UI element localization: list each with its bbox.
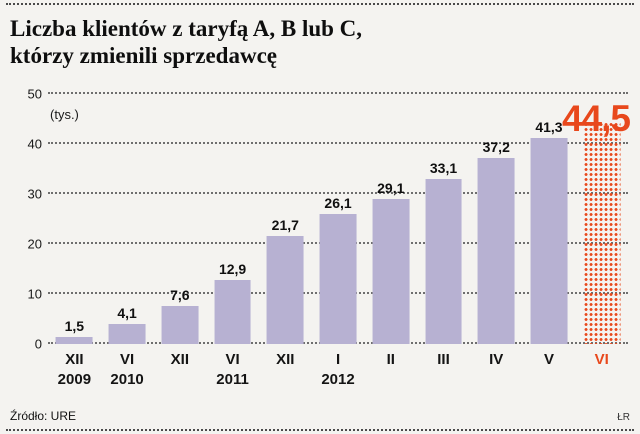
x-axis-month-label: I	[335, 351, 341, 368]
bar	[477, 158, 515, 344]
x-axis-category: XII	[153, 351, 206, 389]
bar	[108, 323, 146, 344]
bar	[319, 213, 357, 344]
bar	[372, 198, 410, 344]
x-axis-category: VI 2010	[101, 351, 154, 389]
bar-value-label: 33,1	[429, 159, 458, 176]
top-dotted-rule	[6, 3, 634, 5]
x-axis-category: XII 2009	[48, 351, 101, 389]
x-axis-year-label: 2010	[110, 371, 144, 388]
x-axis-year-label	[470, 371, 523, 389]
x-axis-category: II	[364, 351, 417, 389]
bar-cell: 1,5	[48, 94, 101, 344]
x-axis-year-label	[153, 371, 206, 389]
bar-value-label: 4,1	[117, 304, 137, 321]
bar-cell: 26,1	[312, 94, 365, 344]
bottom-dotted-rule	[6, 429, 634, 431]
x-axis-year-label	[575, 371, 628, 389]
y-axis-unit-label: (tys.)	[50, 107, 79, 122]
bar-chart: (tys.) 1,5 4,1 7,6 12,9 21,7 26,1 29,1 33,1 37,2…	[8, 87, 632, 389]
y-axis-tick-label: 40	[27, 136, 42, 152]
bar-value-label: 41,3	[535, 118, 563, 135]
source-label: Źródło: URE	[10, 409, 77, 423]
x-axis-category: VI	[575, 351, 628, 389]
x-axis-category: XII	[259, 351, 312, 389]
x-axis-category: I 2012	[312, 351, 365, 389]
x-axis-month-label: VI	[594, 351, 609, 368]
bar-value-label: 7,6	[170, 287, 190, 303]
bar-value-label: 1,5	[64, 317, 85, 334]
x-axis-month-label: II	[386, 351, 395, 368]
bar-cell: 7,6	[153, 94, 206, 344]
bar	[266, 235, 304, 344]
x-axis-year-label: 2012	[321, 371, 355, 388]
bar-value-label: 26,1	[324, 194, 352, 211]
chart-title: Liczba klientów z taryfą A, B lub C, któ…	[10, 16, 362, 69]
x-axis-month-label: VI	[225, 351, 240, 368]
y-axis-tick-label: 50	[27, 86, 42, 102]
bar-value-label: 29,1	[377, 179, 405, 196]
x-axis-category: V	[523, 351, 576, 389]
bar	[161, 306, 199, 344]
bar-cell	[575, 94, 628, 344]
bar-cell: 12,9	[206, 94, 259, 344]
y-axis-tick-label: 0	[34, 336, 42, 352]
x-axis-category: III	[417, 351, 470, 389]
x-axis-year-label	[364, 371, 417, 389]
gridline	[48, 142, 628, 144]
x-axis-month-label: IV	[489, 351, 504, 368]
y-axis-tick-label: 20	[27, 236, 42, 252]
x-axis-month-label: XII	[276, 351, 295, 368]
bar-cell: 21,7	[259, 94, 312, 344]
chart-title-line2: którzy zmienili sprzedawcę	[10, 42, 277, 68]
x-axis-year-label: 2011	[216, 371, 249, 388]
x-axis-month-label: XII	[170, 351, 189, 368]
bar-highlight	[583, 121, 621, 344]
x-axis: XII 2009 VI 2010 XII VI 2011 XII I 2012 II III IV V VI	[48, 351, 628, 389]
bar-value-label: 37,2	[482, 139, 510, 155]
bar-cell: 29,1	[364, 94, 417, 344]
bar-cell: 41,3	[523, 94, 576, 344]
x-axis-year-label	[417, 371, 470, 389]
bar-value-label: 21,7	[271, 216, 299, 233]
plot-area: (tys.) 1,5 4,1 7,6 12,9 21,7 26,1 29,1 33,1 37,2…	[28, 87, 631, 352]
gridline	[48, 192, 628, 194]
bar-value-label: 12,9	[218, 260, 247, 277]
footer: Źródło: URE ŁR	[10, 409, 630, 423]
bar	[214, 279, 252, 344]
credit-label: ŁR	[617, 412, 630, 423]
x-axis-month-label: VI	[120, 351, 135, 368]
bar	[55, 336, 93, 344]
bar-cell: 4,1	[101, 94, 154, 344]
x-axis-category: IV	[470, 351, 523, 389]
y-axis-tick-label: 30	[27, 186, 42, 202]
highlight-value-label: 44,5	[561, 97, 631, 139]
bar	[425, 178, 462, 344]
bars: 1,5 4,1 7,6 12,9 21,7 26,1 29,1 33,1 37,2 41,3	[48, 94, 628, 344]
x-axis-month-label: V	[543, 351, 554, 368]
x-axis-category: VI 2011	[206, 351, 259, 389]
bar	[530, 137, 568, 344]
x-axis-year-label: 2009	[57, 371, 92, 388]
x-axis-month-label: XII	[65, 351, 84, 368]
chart-title-line1: Liczba klientów z taryfą A, B lub C,	[10, 16, 363, 41]
bar-cell: 33,1	[417, 94, 470, 344]
bar-cell: 37,2	[470, 94, 523, 344]
gridline	[48, 92, 628, 94]
x-axis-month-label: III	[437, 351, 450, 368]
x-axis-year-label	[523, 371, 576, 389]
y-axis-tick-label: 10	[27, 286, 42, 302]
x-axis-year-label	[259, 371, 312, 389]
